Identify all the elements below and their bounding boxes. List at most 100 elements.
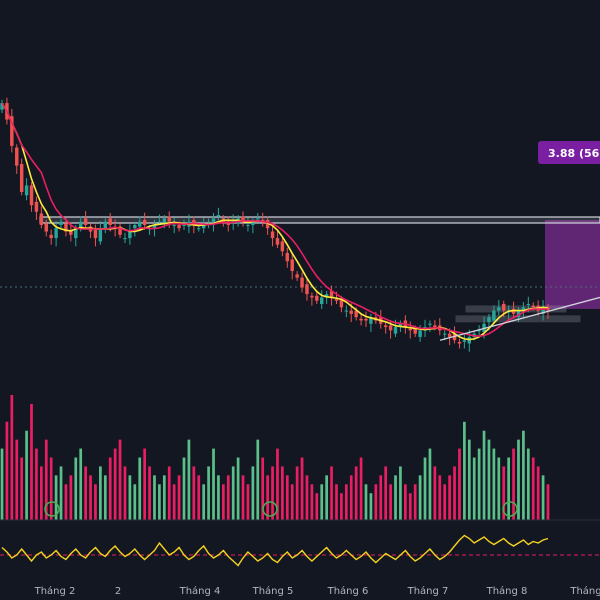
volume-bar <box>128 475 132 520</box>
volume-bar <box>123 466 127 520</box>
candle-body <box>324 294 329 298</box>
projection-layer <box>0 220 600 309</box>
volume-bar <box>271 466 274 520</box>
trendline[interactable] <box>439 296 600 341</box>
volume-bar <box>158 484 161 520</box>
candle-body <box>64 223 68 232</box>
projection-badge-box[interactable] <box>538 141 600 164</box>
candle-body <box>305 284 309 295</box>
candle-body <box>54 228 58 239</box>
volume-bar <box>59 466 63 520</box>
candle-body <box>398 323 403 328</box>
candle-body <box>477 330 481 332</box>
volume-bar <box>472 457 476 520</box>
volume-bar <box>64 484 68 520</box>
volume-bar <box>84 466 87 520</box>
volume-bar <box>507 457 511 520</box>
resistance-level-fill <box>40 217 600 223</box>
oscillator-line <box>1 534 549 567</box>
volume-bar <box>477 448 481 520</box>
candle-body <box>118 226 122 235</box>
volume-bar <box>212 448 215 520</box>
volume-bar <box>133 484 137 520</box>
candle-body <box>526 304 531 305</box>
time-axis-label: Tháng 2 <box>34 585 76 597</box>
candle-body <box>29 185 34 206</box>
candle-body <box>413 328 417 334</box>
volume-bar <box>197 475 201 520</box>
volume-bar <box>246 484 250 520</box>
trendline-layer <box>439 296 600 341</box>
time-axis-label: Tháng 8 <box>486 585 528 597</box>
time-axis-label: Tháng <box>569 585 600 597</box>
time-axis-label: Tháng 6 <box>327 585 369 597</box>
candle-body <box>39 213 44 225</box>
volume-bar <box>74 457 78 520</box>
candle-body <box>34 201 39 212</box>
candle-body <box>103 221 108 229</box>
volume-bar <box>39 466 43 520</box>
candle-body <box>128 231 132 239</box>
volume-bar <box>261 457 265 520</box>
time-axis-label: Tháng 4 <box>179 585 221 597</box>
volume-bar <box>69 475 73 520</box>
candle-body <box>428 323 432 325</box>
volume-bar <box>541 475 545 520</box>
volume-bar <box>49 457 53 520</box>
candle-body <box>123 238 127 240</box>
signal-marker <box>502 501 518 517</box>
projection-zone <box>545 220 600 309</box>
volume-bar <box>138 457 142 520</box>
candle-body <box>388 325 393 331</box>
candle-body <box>285 252 290 262</box>
candle-body <box>256 218 260 220</box>
volume-bar <box>531 457 535 520</box>
candle-body <box>182 224 186 226</box>
candle-body <box>211 218 216 224</box>
volume-bar <box>143 448 147 520</box>
volume-bar <box>148 466 151 520</box>
candle-body <box>516 310 521 318</box>
candle-body <box>541 307 545 314</box>
volume-bar <box>35 448 38 520</box>
candle-body <box>364 318 368 321</box>
volume-bar <box>118 439 122 520</box>
volume-bar <box>226 475 230 520</box>
candle-body <box>280 241 285 252</box>
volume-bar <box>0 448 4 520</box>
time-axis: Tháng 2 2 Tháng 4 Tháng 5 Tháng 6 Tháng 7 Thán… <box>34 585 600 597</box>
candle-body <box>15 147 19 166</box>
candle-body <box>334 299 339 301</box>
volume-bar <box>5 421 9 520</box>
volume-bar <box>546 484 550 520</box>
volume-bar <box>458 448 461 520</box>
candle-body <box>457 341 462 344</box>
volume-bar <box>207 466 210 520</box>
candle-body <box>275 238 280 245</box>
candle-body <box>98 228 103 242</box>
range-top-level[interactable] <box>465 305 567 313</box>
volume-bar <box>162 475 166 520</box>
volume-bar <box>453 466 456 520</box>
volume-bar <box>281 466 284 520</box>
volume-bar <box>202 484 206 520</box>
candle-body <box>383 325 388 328</box>
volume-bar <box>94 484 97 520</box>
volume-bar <box>374 484 378 520</box>
volume-bar <box>310 484 314 520</box>
volume-bar <box>251 466 255 520</box>
volume-bar <box>295 466 299 520</box>
volume-bar <box>492 448 496 520</box>
volume-bar <box>113 448 117 520</box>
candle-body <box>216 215 221 217</box>
candle-body <box>167 216 171 222</box>
volume-bar <box>354 466 358 520</box>
candle-body <box>133 224 137 229</box>
volume-bar <box>349 475 353 520</box>
volume-bar <box>512 448 515 520</box>
projection-badge[interactable]: 3.88 (56. … <box>538 141 600 164</box>
volume-bar <box>384 466 388 520</box>
volume-layer <box>0 395 600 521</box>
volume-bar <box>418 475 422 520</box>
